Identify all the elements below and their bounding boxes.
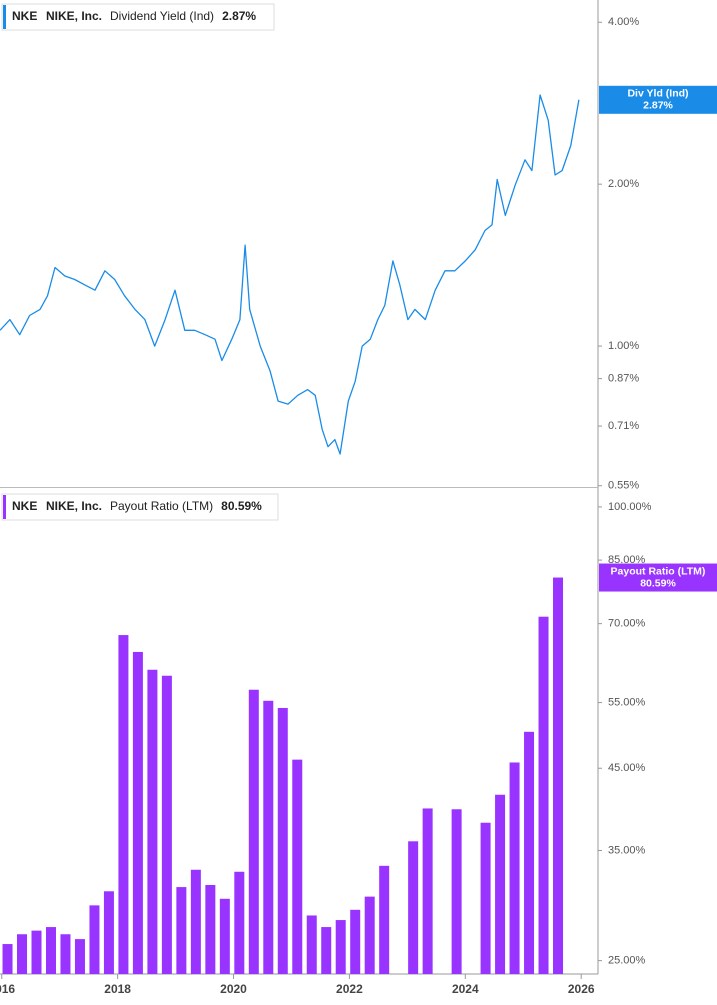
flag-value: 2.87%: [643, 100, 673, 112]
yield-line: [0, 94, 580, 455]
bar: [132, 651, 143, 974]
bar: [538, 616, 549, 974]
x-tick-label: 2018: [104, 982, 131, 996]
flag-label: Payout Ratio (LTM): [611, 565, 706, 577]
bar: [176, 887, 187, 974]
y-tick-label: 85.00%: [608, 554, 646, 566]
x-tick-label: 2016: [0, 982, 15, 996]
bar: [408, 841, 419, 974]
legend-ticker: NKE: [12, 9, 37, 23]
bar: [553, 577, 564, 974]
y-tick-label: 0.55%: [608, 480, 639, 492]
bar: [147, 669, 158, 974]
y-tick-label: 100.00%: [608, 501, 652, 513]
y-tick-label: 4.00%: [608, 16, 639, 28]
y-tick-label: 25.00%: [608, 955, 646, 967]
y-tick-label: 35.00%: [608, 844, 646, 856]
bar: [45, 927, 56, 974]
x-tick-label: 2020: [220, 982, 247, 996]
bar: [74, 939, 85, 974]
bar: [2, 944, 13, 974]
legend-company: NIKE, Inc.: [46, 9, 102, 23]
bar: [263, 700, 274, 974]
bar: [321, 927, 332, 974]
value-flag: [599, 85, 717, 114]
legend-series: Payout Ratio (LTM): [110, 499, 213, 513]
bar: [219, 898, 230, 974]
bar: [524, 731, 535, 974]
bar: [277, 707, 288, 974]
legend-ticker: NKE: [12, 499, 37, 513]
bar: [89, 905, 100, 974]
y-tick-label: 45.00%: [608, 762, 646, 774]
y-tick-label: 1.00%: [608, 340, 639, 352]
bar: [234, 871, 245, 974]
flag-value: 80.59%: [640, 577, 676, 589]
y-tick-label: 0.87%: [608, 373, 639, 385]
bar: [103, 891, 114, 974]
y-tick-label: 0.71%: [608, 420, 639, 432]
legend-box: [1, 493, 279, 521]
legend-series: Dividend Yield (Ind): [110, 9, 214, 23]
bar: [495, 794, 506, 974]
bar: [190, 869, 201, 974]
bar: [379, 865, 390, 974]
bar: [364, 896, 375, 974]
bar: [350, 909, 361, 974]
bar: [292, 759, 303, 974]
x-tick-label: 2026: [568, 982, 595, 996]
bar: [118, 635, 129, 974]
bar: [248, 689, 259, 974]
legend-box: [1, 3, 275, 31]
legend-marker: [3, 495, 6, 519]
y-tick-label: 70.00%: [608, 618, 646, 630]
bar: [335, 920, 346, 974]
bar: [205, 884, 216, 974]
bar: [306, 915, 317, 974]
value-flag: [599, 563, 717, 592]
legend-company: NIKE, Inc.: [46, 499, 102, 513]
bar: [480, 822, 491, 974]
bar: [422, 808, 433, 974]
bar: [17, 934, 28, 974]
bar: [31, 930, 42, 974]
bar: [60, 934, 71, 974]
legend-value: 2.87%: [222, 9, 256, 23]
y-tick-label: 55.00%: [608, 696, 646, 708]
x-tick-label: 2022: [336, 982, 363, 996]
legend-marker: [3, 5, 6, 29]
bar: [509, 762, 520, 974]
y-tick-label: 2.00%: [608, 178, 639, 190]
bar: [161, 675, 172, 974]
legend-value: 80.59%: [221, 499, 262, 513]
bar: [451, 809, 462, 974]
x-tick-label: 2024: [452, 982, 479, 996]
flag-label: Div Yld (Ind): [627, 88, 688, 100]
